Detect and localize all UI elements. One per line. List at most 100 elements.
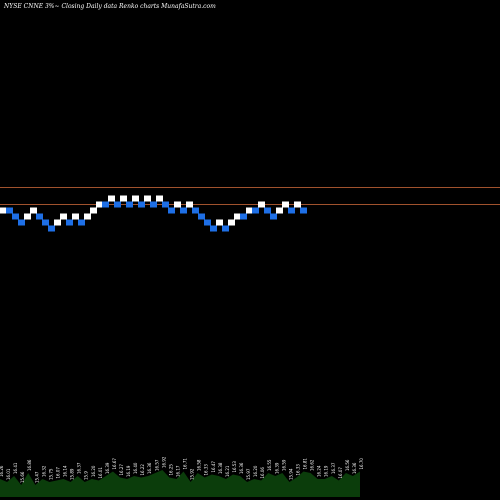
volume-label: 16.37 <box>77 462 82 474</box>
reference-lines <box>0 187 500 205</box>
up-brick <box>174 201 181 208</box>
up-brick <box>54 219 61 226</box>
volume-label: 16.36 <box>147 462 152 474</box>
volume-label: 16.27 <box>119 464 124 476</box>
down-brick <box>252 207 259 214</box>
volume-label: 16.53 <box>232 461 237 473</box>
up-brick <box>30 207 37 214</box>
up-brick <box>234 213 241 220</box>
down-brick <box>42 219 49 226</box>
down-brick <box>36 213 43 220</box>
volume-label: 16.14 <box>63 465 68 477</box>
up-brick <box>120 195 127 202</box>
renko-bricks <box>0 195 307 232</box>
volume-label: 16.19 <box>126 465 131 477</box>
volume-label: 16.57 <box>154 459 159 471</box>
volume-label: 16.33 <box>204 464 209 476</box>
down-brick <box>78 219 85 226</box>
volume-label: 16.33 <box>296 464 301 476</box>
volume-label: 16.17 <box>176 465 181 477</box>
volume-label: 16.70 <box>359 458 364 470</box>
volume-label: 16.41 <box>13 462 18 474</box>
volume-label: 16.07 <box>56 467 61 479</box>
down-brick <box>270 213 277 220</box>
down-brick <box>264 207 271 214</box>
down-brick <box>210 225 217 232</box>
up-brick <box>132 195 139 202</box>
up-brick <box>276 207 283 214</box>
up-brick <box>96 201 103 208</box>
volume-label: 16.62 <box>310 459 315 471</box>
up-brick <box>156 195 163 202</box>
down-brick <box>288 207 295 214</box>
volume-label: 15.75 <box>48 468 53 480</box>
up-brick <box>216 219 223 226</box>
down-brick <box>138 201 145 208</box>
volume-label: 16.36 <box>239 462 244 474</box>
up-brick <box>72 213 79 220</box>
volume-label: 16.81 <box>303 458 308 470</box>
volume-label: 16.39 <box>274 462 279 474</box>
volume-label: 15.47 <box>34 471 39 483</box>
volume-label: 16.37 <box>331 462 336 474</box>
down-brick <box>126 201 133 208</box>
volume-label: 16.32 <box>41 465 46 477</box>
volume-label: 16.26 <box>0 465 4 477</box>
volume-label: 16.06 <box>260 467 265 479</box>
volume-label: 15.66 <box>20 471 25 483</box>
down-brick <box>48 225 55 232</box>
volume-label: 16.25 <box>168 464 173 476</box>
down-brick <box>198 213 205 220</box>
down-brick <box>18 219 25 226</box>
volume-label: 16.55 <box>267 459 272 471</box>
volume-label: 16.22 <box>140 464 145 476</box>
volume-label: 16.38 <box>218 462 223 474</box>
up-brick <box>144 195 151 202</box>
up-brick <box>258 201 265 208</box>
up-brick <box>108 195 115 202</box>
down-brick <box>168 207 175 214</box>
volume-label: 16.67 <box>112 458 117 470</box>
volume-label: 15.94 <box>288 468 293 480</box>
volume-label: 15.97 <box>246 468 251 480</box>
up-brick <box>294 201 301 208</box>
down-brick <box>6 207 13 214</box>
volume-label: 16.47 <box>211 461 216 473</box>
volume-label: 16.40 <box>133 462 138 474</box>
volume-label: 15.92 <box>190 468 195 480</box>
volume-label: 15.89 <box>70 468 75 480</box>
volume-label: 16.01 <box>6 468 11 480</box>
volume-fill <box>0 470 360 497</box>
up-brick <box>282 201 289 208</box>
up-brick <box>0 207 7 214</box>
down-brick <box>204 219 211 226</box>
volume-label: 16.20 <box>91 465 96 477</box>
volume-label: 16.56 <box>345 459 350 471</box>
up-brick <box>228 219 235 226</box>
volume-label: 16.36 <box>352 462 357 474</box>
down-brick <box>222 225 229 232</box>
down-brick <box>12 213 19 220</box>
down-brick <box>66 219 73 226</box>
up-brick <box>84 213 91 220</box>
volume-label: 16.92 <box>161 456 166 468</box>
volume-label: 16.58 <box>197 459 202 471</box>
down-brick <box>240 213 247 220</box>
volume-label: 16.21 <box>225 465 230 477</box>
volume-label: 16.59 <box>281 459 286 471</box>
up-brick <box>186 201 193 208</box>
up-brick <box>24 213 31 220</box>
up-brick <box>60 213 67 220</box>
down-brick <box>114 201 121 208</box>
volume-label: 16.01 <box>98 467 103 479</box>
volume-label: 16.20 <box>253 465 258 477</box>
volume-label: 16.39 <box>105 462 110 474</box>
volume-label: 16.86 <box>27 459 32 471</box>
up-brick <box>246 207 253 214</box>
down-brick <box>300 207 307 214</box>
volume-label: 16.07 <box>338 467 343 479</box>
down-brick <box>150 201 157 208</box>
volume-label: 16.24 <box>317 465 322 477</box>
